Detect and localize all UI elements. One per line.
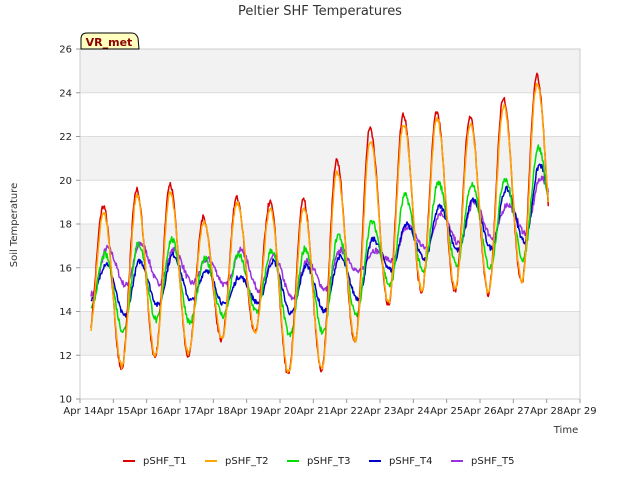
x-tick-label: Apr 28 — [530, 406, 563, 417]
y-tick-label: 10 — [59, 395, 72, 406]
x-tick-label: Apr 22 — [330, 406, 363, 417]
x-tick-label: Apr 19 — [230, 406, 263, 417]
legend-label: pSHF_T1 — [143, 456, 186, 467]
station-badge-label: VR_met — [86, 36, 133, 49]
legend-item-pshf-t2[interactable]: pSHF_T2 — [205, 456, 268, 467]
x-axis-label: Time — [553, 425, 578, 436]
x-tick-label: Apr 25 — [430, 406, 463, 417]
y-tick-label: 12 — [59, 351, 72, 362]
series-lines — [90, 72, 550, 375]
legend-item-pshf-t5[interactable]: pSHF_T5 — [451, 456, 514, 467]
y-tick-label: 16 — [59, 263, 72, 274]
chart-title: Peltier SHF Temperatures — [238, 4, 402, 19]
x-tick-label: Apr 17 — [163, 406, 196, 417]
legend-label: pSHF_T3 — [307, 456, 350, 467]
plot-band — [80, 136, 580, 181]
y-tick-label: 26 — [59, 45, 72, 56]
plot-band — [80, 311, 580, 356]
legend-item-pshf-t1[interactable]: pSHF_T1 — [123, 456, 186, 467]
y-axis-label: Soil Temperature — [9, 183, 20, 268]
x-tick-label: Apr 18 — [197, 406, 230, 417]
y-tick-label: 18 — [59, 220, 72, 231]
series-line-pshf-t2 — [90, 82, 550, 374]
x-tick-label: Apr 26 — [463, 406, 496, 417]
station-badge: VR_met — [80, 32, 140, 50]
y-tick-label: 14 — [59, 307, 72, 318]
y-tick-label: 20 — [59, 176, 72, 187]
plot-band — [80, 49, 580, 93]
series-line-pshf-t4 — [90, 163, 549, 318]
x-tick-labels: Apr 14 Apr 15 Apr 16 Apr 17 Apr 18 Apr 19 Apr … — [63, 399, 597, 417]
series-line-pshf-t5 — [90, 175, 550, 301]
x-tick-label: Apr 23 — [363, 406, 396, 417]
y-tick-labels: 10 12 14 16 18 20 22 24 26 — [59, 45, 80, 406]
legend: pSHF_T1 pSHF_T2 pSHF_T3 pSHF_T4 pSHF_T5 — [123, 456, 514, 467]
x-tick-label: Apr 27 — [497, 406, 530, 417]
y-tick-label: 24 — [59, 88, 72, 99]
x-tick-label: Apr 29 — [563, 406, 596, 417]
legend-label: pSHF_T2 — [225, 456, 268, 467]
plot-bands — [80, 49, 580, 356]
x-tick-label: Apr 16 — [130, 406, 163, 417]
legend-item-pshf-t4[interactable]: pSHF_T4 — [369, 456, 432, 467]
legend-label: pSHF_T5 — [471, 456, 514, 467]
series-line-pshf-t3 — [90, 144, 550, 338]
y-tick-label: 22 — [59, 132, 72, 143]
legend-item-pshf-t3[interactable]: pSHF_T3 — [287, 456, 350, 467]
x-tick-label: Apr 24 — [397, 406, 430, 417]
x-tick-label: Apr 21 — [297, 406, 330, 417]
x-tick-label: Apr 14 — [63, 406, 96, 417]
legend-label: pSHF_T4 — [389, 456, 432, 467]
x-tick-label: Apr 15 — [97, 406, 130, 417]
x-tick-label: Apr 20 — [263, 406, 296, 417]
